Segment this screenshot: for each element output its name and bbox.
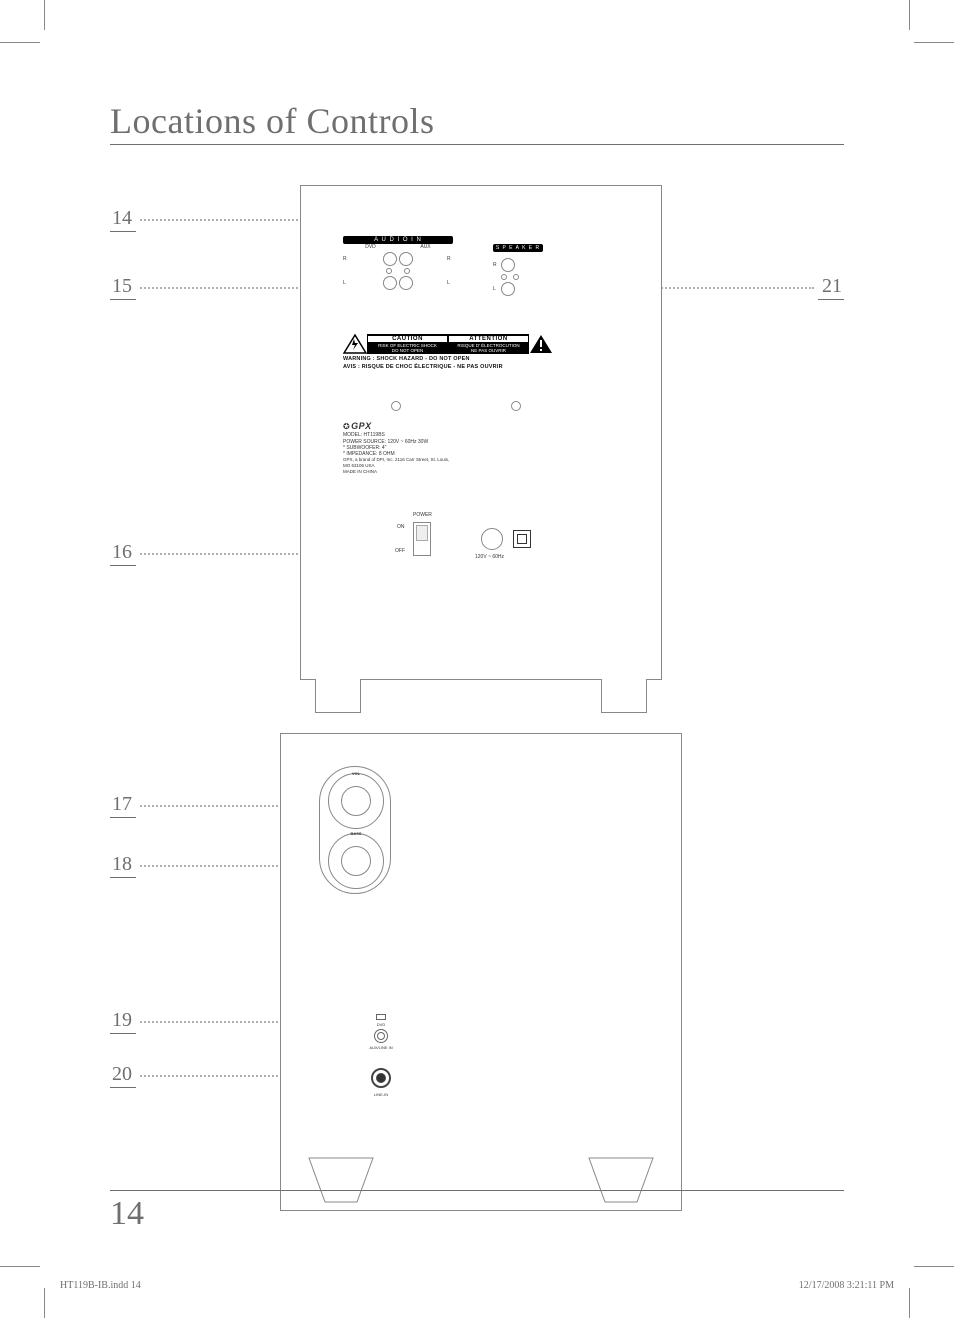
jack bbox=[513, 274, 519, 280]
crop-mark bbox=[44, 0, 45, 30]
crop-mark bbox=[914, 42, 954, 43]
jack bbox=[383, 252, 397, 266]
jack bbox=[399, 276, 413, 290]
foot bbox=[315, 679, 361, 713]
caution-box: CAUTION RISK OF ELECTRIC SHOCK DO NOT OP… bbox=[367, 334, 448, 354]
jack bbox=[501, 258, 515, 272]
back-panel: A U D I O I N DVDAUX R R L L bbox=[300, 185, 662, 680]
slide-switch bbox=[376, 1014, 386, 1020]
aux-jack bbox=[374, 1029, 388, 1043]
side-panel: VOL BASS DVD AUX/LINE IN LINE-IN bbox=[280, 733, 682, 1211]
jack bbox=[383, 276, 397, 290]
jack bbox=[404, 268, 410, 274]
crop-mark bbox=[914, 1266, 954, 1267]
crop-mark bbox=[0, 1266, 40, 1267]
page-title: Locations of Controls bbox=[110, 100, 844, 145]
jack bbox=[501, 282, 515, 296]
volume-knob: VOL bbox=[328, 773, 384, 829]
crop-mark bbox=[44, 1288, 45, 1318]
attention-box: ATTENTION RISQUE D' ÉLECTROCUTION NE PAS… bbox=[448, 334, 529, 354]
power-block: POWER ON OFF 120V ~ 60Hz bbox=[391, 516, 551, 566]
power-switch bbox=[413, 522, 431, 556]
crop-mark bbox=[0, 42, 40, 43]
warning-exclaim-icon bbox=[529, 334, 553, 354]
page-number: 14 bbox=[110, 1190, 844, 1233]
ac-socket bbox=[481, 528, 503, 550]
screw bbox=[391, 401, 401, 411]
bass-knob: BASS bbox=[328, 833, 384, 889]
screw bbox=[511, 401, 521, 411]
knob-plate: VOL BASS bbox=[319, 766, 391, 894]
inner-panel: A U D I O I N DVDAUX R R L L bbox=[343, 236, 553, 596]
footer-filename: HT119B-IB.indd 14 bbox=[60, 1280, 141, 1291]
jack bbox=[501, 274, 507, 280]
switch-block: DVD AUX/LINE IN LINE-IN bbox=[341, 1014, 421, 1097]
crop-mark bbox=[909, 0, 910, 30]
jack bbox=[386, 268, 392, 274]
speaker-group: S P E A K E R R L bbox=[493, 244, 543, 298]
caution-block: CAUTION RISK OF ELECTRIC SHOCK DO NOT OP… bbox=[343, 334, 553, 371]
brand-block: ✪ GPX MODEL: HT119BS POWER SOURCE: 120V … bbox=[343, 421, 523, 474]
line-in-jack bbox=[371, 1068, 391, 1088]
crop-mark bbox=[909, 1288, 910, 1318]
diagram-area: 14 15 16 17 18 19 20 21 A U D I O I N bbox=[110, 185, 844, 1215]
audio-in-group: A U D I O I N DVDAUX R R L L bbox=[343, 236, 453, 292]
footer-timestamp: 12/17/2008 3:21:11 PM bbox=[799, 1280, 894, 1291]
page-content: Locations of Controls 14 15 16 17 18 19 … bbox=[110, 100, 844, 1215]
jack bbox=[399, 252, 413, 266]
fuse-box bbox=[513, 530, 531, 548]
foot bbox=[601, 679, 647, 713]
warning-bolt-icon bbox=[343, 334, 367, 354]
